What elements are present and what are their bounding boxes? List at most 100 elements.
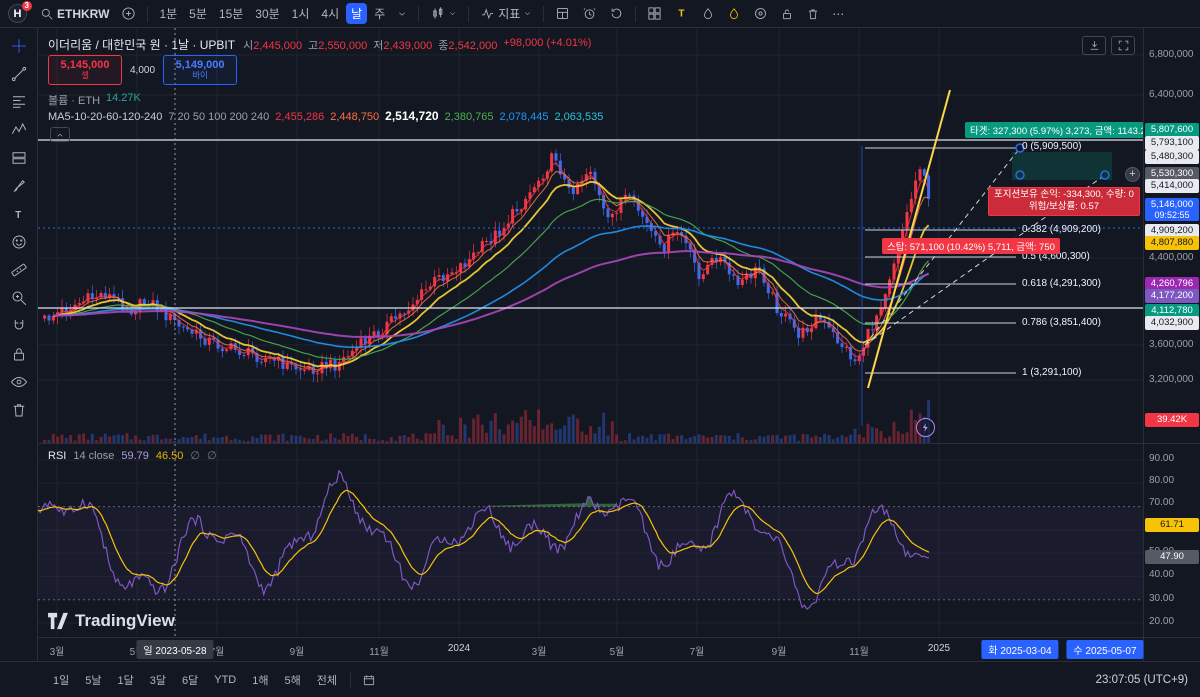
settings-button[interactable]	[748, 4, 773, 23]
price-scale-label: 40.00	[1149, 569, 1175, 580]
anchor-date-label-1[interactable]: 화 2025-03-04	[981, 640, 1059, 659]
range-1d[interactable]: 1일	[53, 674, 70, 687]
ma-legend[interactable]: MA5-10-20-60-120-240 7 20 50 100 200 240…	[48, 109, 604, 123]
fib-level-0786[interactable]: 0.786 (3,851,400)	[1022, 317, 1101, 328]
symbol-search-button[interactable]: ETHKRW	[35, 5, 114, 23]
interval-1m[interactable]: 1분	[159, 7, 178, 21]
range-6m[interactable]: 6달	[182, 674, 199, 687]
tool-text[interactable]: T	[4, 200, 34, 227]
quick-order-plus-icon[interactable]: +	[1125, 167, 1140, 182]
text-format-button[interactable]: T	[669, 4, 694, 23]
rsi-legend[interactable]: RSI 14 close 59.79 46.50 ∅ ∅	[48, 450, 217, 462]
target-profit-zone[interactable]	[1012, 152, 1112, 180]
price-scale-label[interactable]: 4,909,200	[1145, 224, 1199, 238]
interval-15m[interactable]: 15분	[218, 7, 244, 21]
tool-fib-retracement[interactable]	[4, 88, 34, 115]
range-5d[interactable]: 5날	[85, 674, 102, 687]
rsi-pane[interactable]: RSI 14 close 59.79 46.50 ∅ ∅ TradingView	[38, 443, 1143, 637]
droplet-icon	[704, 7, 713, 19]
collapse-legend-button[interactable]	[50, 127, 70, 142]
time-axis[interactable]: 일 2023-05-28 화 2025-03-04 수 2025-05-07 3…	[38, 637, 1144, 660]
tool-magnet[interactable]	[4, 312, 34, 339]
remove-drawings-button[interactable]	[801, 5, 825, 23]
price-scale-label[interactable]: 5,807,600	[1145, 123, 1199, 137]
price-scale-label[interactable]: 5,146,000	[1145, 198, 1199, 212]
chart-style-button[interactable]	[425, 4, 462, 23]
fib-level-05[interactable]: 0.5 (4,600,300)	[1022, 251, 1090, 262]
main-chart-pane[interactable]: 이더리움 / 대한민국 원 · 1날 · UPBIT 시2,445,000 고2…	[38, 28, 1143, 443]
position-label[interactable]: 포지션보유 손익: -334,300, 수량: 0 위험/보상률: 0.57	[988, 187, 1140, 216]
interval-1h[interactable]: 1시	[291, 7, 310, 21]
position-icon	[12, 151, 25, 164]
tool-brush[interactable]	[4, 172, 34, 199]
anchor-date-label-2[interactable]: 수 2025-05-07	[1066, 640, 1144, 659]
interval-1d-active[interactable]: 날	[346, 3, 368, 24]
interval-4h[interactable]: 4시	[321, 7, 340, 21]
compare-add-button[interactable]	[116, 4, 141, 23]
avatar[interactable]: H 3	[8, 1, 32, 23]
ma-value-3: 2,514,720	[385, 109, 439, 123]
tool-pattern[interactable]	[4, 116, 34, 143]
layout-template-button[interactable]	[550, 4, 575, 23]
tool-crosshair[interactable]	[4, 32, 34, 59]
candlestick-chart[interactable]	[38, 28, 1143, 443]
price-scale-label[interactable]: 39.42K	[1145, 413, 1199, 427]
indicators-button[interactable]: 지표	[475, 3, 537, 24]
interval-5m[interactable]: 5분	[189, 7, 207, 21]
bar-replay-button[interactable]	[604, 4, 629, 23]
fib-level-0382[interactable]: 0.382 (4,909,200)	[1022, 224, 1101, 235]
clock[interactable]: 23:07:05 (UTC+9)	[1095, 673, 1188, 686]
paint-color-button[interactable]	[696, 5, 720, 23]
target-label[interactable]: 타겟: 327,300 (5.97%) 3,273, 금액: 1143.2	[965, 122, 1143, 138]
rsi-chart[interactable]	[38, 444, 1143, 637]
price-scale-label[interactable]: 4,032,900	[1145, 316, 1199, 330]
flash-icon[interactable]	[916, 418, 935, 437]
chart-title[interactable]: 이더리움 / 대한민국 원 · 1날 · UPBIT	[48, 38, 236, 52]
tool-emoji[interactable]	[4, 228, 34, 255]
price-scale-label[interactable]: 4,807,880	[1145, 236, 1199, 250]
tool-hide-drawings[interactable]	[4, 368, 34, 395]
price-scale-label[interactable]: 4,260,796	[1145, 277, 1199, 291]
tool-measure[interactable]	[4, 256, 34, 283]
price-scale-label[interactable]: 4,112,780	[1145, 304, 1199, 318]
tradingview-watermark[interactable]: TradingView	[48, 611, 175, 631]
price-scale-label[interactable]: 47.90	[1145, 550, 1199, 564]
fib-level-1[interactable]: 1 (3,291,100)	[1022, 367, 1082, 378]
price-scale-label[interactable]: 61.71	[1145, 518, 1199, 532]
tool-trend-line[interactable]	[4, 60, 34, 87]
price-scale-label[interactable]: 09:52:55	[1145, 210, 1199, 221]
price-scale-label[interactable]: 5,480,300	[1145, 150, 1199, 164]
price-scale-label[interactable]: 4,177,200	[1145, 289, 1199, 303]
tool-delete[interactable]	[4, 396, 34, 423]
interval-menu-button[interactable]	[392, 7, 412, 21]
paint-color-yellow-button[interactable]	[722, 5, 746, 23]
price-scale-label[interactable]: 5,793,100	[1145, 136, 1199, 150]
lock-drawings-button[interactable]	[775, 5, 799, 23]
tool-zoom[interactable]	[4, 284, 34, 311]
price-scale-label[interactable]: 5,530,300	[1145, 167, 1199, 181]
stop-label[interactable]: 스탑: 571,100 (10.42%) 5,711, 금액: 750	[882, 238, 1060, 254]
more-options-button[interactable]: ⋯	[827, 5, 849, 23]
fullscreen-button[interactable]	[1111, 36, 1135, 55]
go-to-date-button[interactable]	[357, 670, 381, 690]
range-1m[interactable]: 1달	[117, 674, 134, 687]
range-all[interactable]: 전체	[316, 674, 337, 687]
range-ytd[interactable]: YTD	[214, 673, 237, 686]
buy-button[interactable]: 5,149,000 바이	[163, 55, 238, 85]
range-3m[interactable]: 3달	[149, 674, 166, 687]
fib-level-0[interactable]: 0 (5,909,500)	[1022, 141, 1082, 152]
range-1y[interactable]: 1해	[252, 674, 269, 687]
interval-1w[interactable]: 주	[374, 7, 386, 21]
price-scale[interactable]: 6,800,000 6,400,000 5,807,600 5,793,100 5,48…	[1143, 28, 1200, 661]
download-button[interactable]	[1082, 36, 1106, 55]
sell-button[interactable]: 5,145,000 셀	[48, 55, 122, 85]
range-5y[interactable]: 5해	[284, 674, 301, 687]
volume-legend[interactable]: 볼륨 · ETH 14.27K	[48, 92, 141, 107]
price-scale-label[interactable]: 5,414,000	[1145, 179, 1199, 193]
multichart-layout-button[interactable]	[642, 4, 667, 23]
tool-lock-all[interactable]	[4, 340, 34, 367]
tool-long-position[interactable]	[4, 144, 34, 171]
fib-level-0618[interactable]: 0.618 (4,291,300)	[1022, 278, 1101, 289]
interval-30m[interactable]: 30분	[255, 7, 280, 21]
alert-button[interactable]	[577, 4, 602, 23]
